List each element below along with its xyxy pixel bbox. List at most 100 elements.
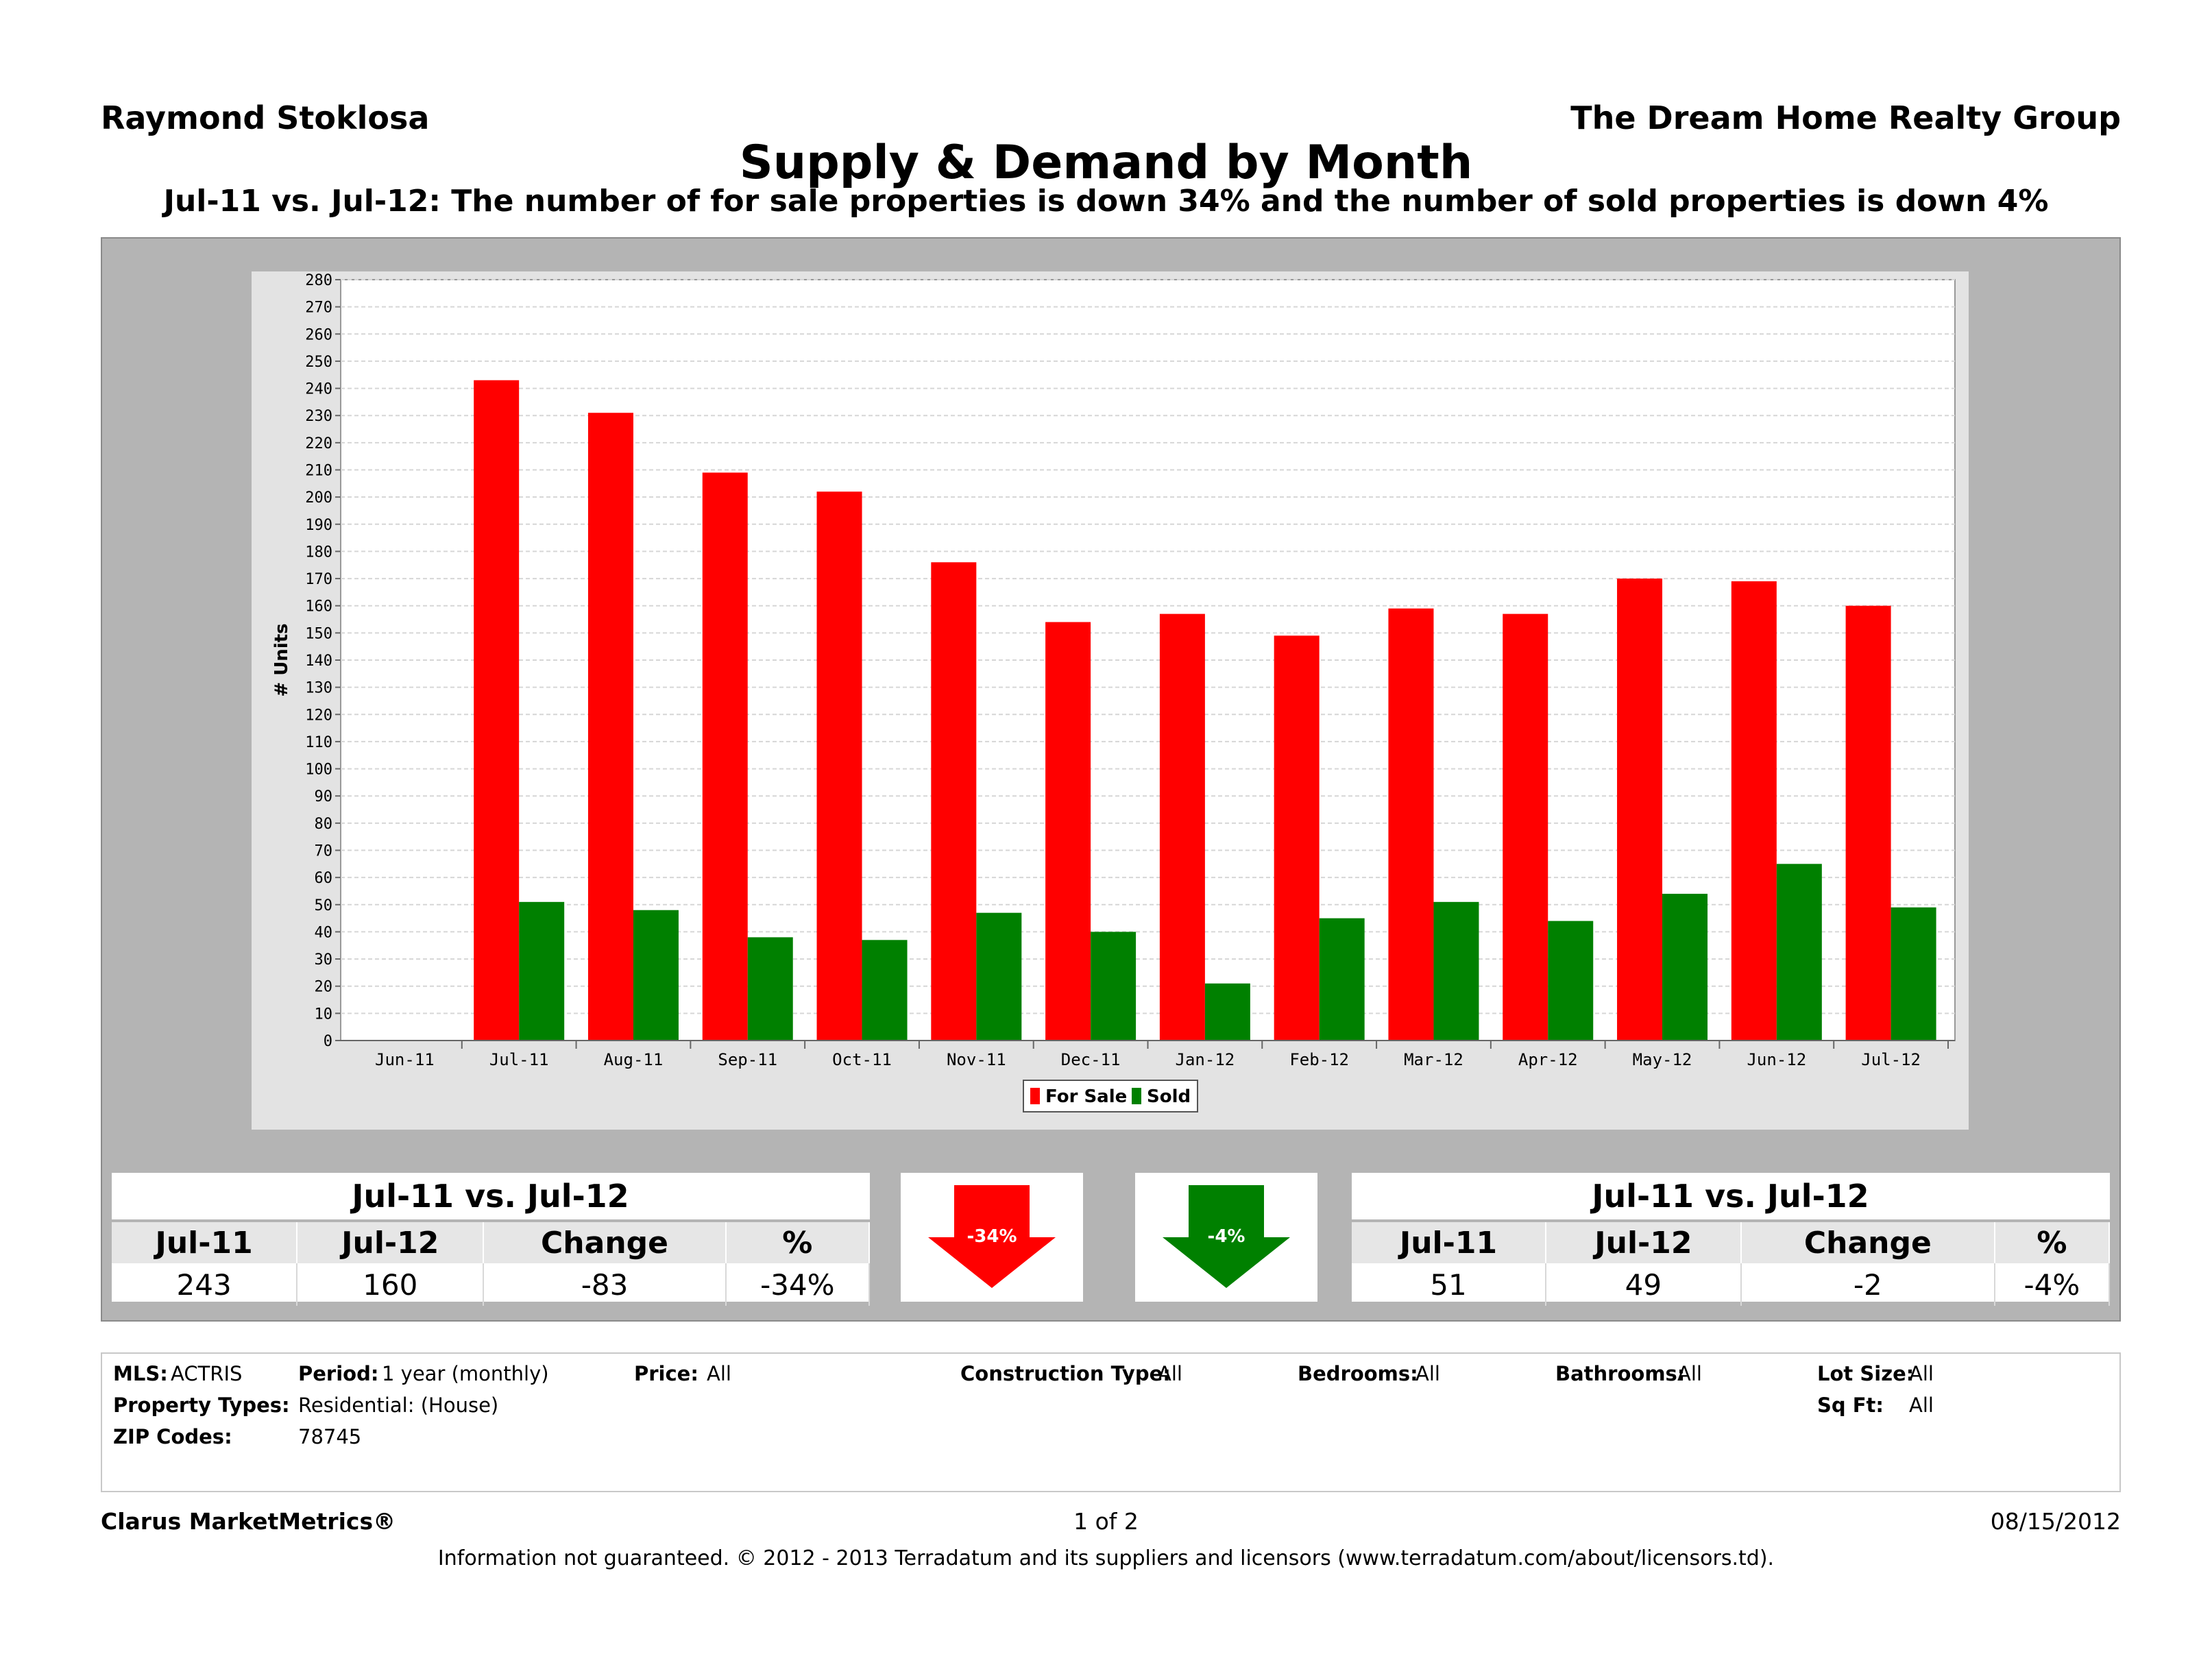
y-tick-label: 0 — [324, 1033, 332, 1050]
for-sale-bar — [931, 562, 977, 1041]
sold-bar — [519, 901, 565, 1041]
y-tick-label: 270 — [305, 300, 332, 317]
y-tick-label: 110 — [305, 734, 332, 751]
for-sale-summary: Jul-11 vs. Jul-12 Jul-11 Jul-12 Change %… — [112, 1173, 871, 1306]
footer-brand: Clarus MarketMetrics® — [101, 1508, 396, 1535]
lot-size-label: Lot Size: — [1817, 1362, 1915, 1385]
lot-size-value: All — [1909, 1362, 1934, 1385]
y-axis-label: # Units — [271, 623, 292, 696]
x-tick-label: May-12 — [1633, 1050, 1692, 1069]
for-sale-bar — [816, 491, 862, 1041]
for-sale-col-pct: % — [725, 1221, 871, 1263]
sold-bar — [862, 940, 908, 1041]
bedrooms-label: Bedrooms: — [1298, 1362, 1418, 1385]
report-date: 08/15/2012 — [1990, 1508, 2121, 1535]
y-tick-label: 240 — [305, 381, 332, 398]
sold-val-pct: -4% — [1994, 1263, 2111, 1306]
y-tick-label: 230 — [305, 408, 332, 425]
sold-bar — [1091, 932, 1137, 1041]
sold-val-change: -2 — [1740, 1263, 1995, 1306]
legend-box — [1023, 1080, 1198, 1112]
y-tick-label: 220 — [305, 435, 332, 452]
sold-bar — [1776, 864, 1822, 1041]
for-sale-bar — [702, 472, 748, 1041]
zip-codes-value: 78745 — [298, 1425, 362, 1448]
for-sale-bar — [1045, 622, 1091, 1041]
y-tick-label: 260 — [305, 326, 332, 343]
for-sale-val-pct: -34% — [725, 1263, 871, 1306]
y-tick-label: 200 — [305, 489, 332, 507]
for-sale-val-change: -83 — [483, 1263, 727, 1306]
construction-value: All — [1158, 1362, 1182, 1385]
criteria-box: MLS: ACTRIS Period: 1 year (monthly) Pri… — [101, 1352, 2121, 1492]
sold-col-start: Jul-11 — [1352, 1221, 1546, 1263]
sold-bar — [1548, 921, 1594, 1041]
y-tick-label: 130 — [305, 680, 332, 697]
y-tick-label: 50 — [315, 897, 333, 914]
mls-value: ACTRIS — [171, 1362, 243, 1385]
for-sale-bar — [474, 380, 520, 1041]
sold-val-start: 51 — [1352, 1263, 1546, 1306]
for-sale-bar — [587, 413, 633, 1041]
page-number: 1 of 2 — [1073, 1508, 1139, 1535]
sold-arrow-label: -4% — [1208, 1226, 1245, 1247]
x-tick-label: Jul-12 — [1861, 1050, 1921, 1069]
property-types-value: Residential: (House) — [298, 1394, 499, 1417]
chart-subtitle: Jul-11 vs. Jul-12: The number of for sal… — [163, 184, 2049, 219]
company-name: The Dream Home Realty Group — [1570, 99, 2121, 136]
for-sale-arrow-label: -34% — [967, 1226, 1017, 1247]
sqft-label: Sq Ft: — [1817, 1394, 1884, 1417]
y-tick-label: 210 — [305, 463, 332, 480]
mls-label: MLS: — [113, 1362, 168, 1385]
for-sale-col-change: Change — [483, 1221, 727, 1263]
sold-bar — [1319, 918, 1365, 1041]
sold-bar — [976, 912, 1022, 1041]
y-tick-label: 170 — [305, 571, 332, 588]
bathrooms-value: All — [1677, 1362, 1702, 1385]
y-tick-label: 190 — [305, 517, 332, 534]
down-arrow-red-icon: -34% — [928, 1185, 1056, 1288]
y-tick-label: 150 — [305, 625, 332, 642]
y-tick-label: 80 — [315, 816, 333, 833]
sold-bar — [747, 937, 793, 1041]
x-tick-label: Jun-12 — [1747, 1050, 1806, 1069]
zip-codes-label: ZIP Codes: — [113, 1425, 232, 1448]
bedrooms-value: All — [1415, 1362, 1440, 1385]
x-tick-label: Jan-12 — [1176, 1050, 1235, 1069]
agent-name: Raymond Stoklosa — [101, 99, 430, 136]
sold-summary: Jul-11 vs. Jul-12 Jul-11 Jul-12 Change %… — [1352, 1173, 2111, 1306]
y-tick-label: 250 — [305, 354, 332, 371]
for-sale-bar — [1845, 605, 1891, 1041]
sold-bar — [1433, 901, 1479, 1041]
for-sale-arrow-box: -34% — [901, 1173, 1083, 1302]
y-tick-label: 70 — [315, 843, 333, 860]
x-tick-label: Oct-11 — [832, 1050, 892, 1069]
disclaimer: Information not guaranteed. © 2012 - 201… — [437, 1546, 1775, 1570]
sold-col-end: Jul-12 — [1545, 1221, 1742, 1263]
for-sale-bar — [1731, 581, 1777, 1041]
period-value: 1 year (monthly) — [382, 1362, 549, 1385]
property-types-label: Property Types: — [113, 1394, 290, 1417]
sold-col-change: Change — [1740, 1221, 1995, 1263]
sold-val-end: 49 — [1545, 1263, 1742, 1306]
legend-swatch-sold — [1132, 1088, 1141, 1104]
sold-bar — [1204, 983, 1250, 1041]
y-tick-label: 280 — [305, 272, 332, 289]
price-value: All — [707, 1362, 731, 1385]
x-tick-label: Apr-12 — [1518, 1050, 1578, 1069]
down-arrow-shape — [1163, 1185, 1290, 1288]
legend-label-sold: Sold — [1147, 1086, 1191, 1107]
y-tick-label: 30 — [315, 951, 333, 969]
bar-chart: 0 10 20 30 40 50 60 70 80 90 100 110 120 130 140 150 160… — [271, 272, 1956, 1112]
y-tick-label: 160 — [305, 598, 332, 616]
for-sale-val-end: 160 — [297, 1263, 485, 1306]
x-tick-label: Dec-11 — [1061, 1050, 1121, 1069]
sold-bar — [1662, 893, 1708, 1041]
x-tick-label: Jun-11 — [375, 1050, 435, 1069]
y-tick-label: 120 — [305, 707, 332, 724]
legend-swatch-for-sale — [1030, 1088, 1040, 1104]
sqft-value: All — [1909, 1394, 1934, 1417]
for-sale-val-start: 243 — [112, 1263, 298, 1306]
for-sale-col-start: Jul-11 — [112, 1221, 298, 1263]
sold-summary-heading: Jul-11 vs. Jul-12 — [1352, 1173, 2109, 1222]
